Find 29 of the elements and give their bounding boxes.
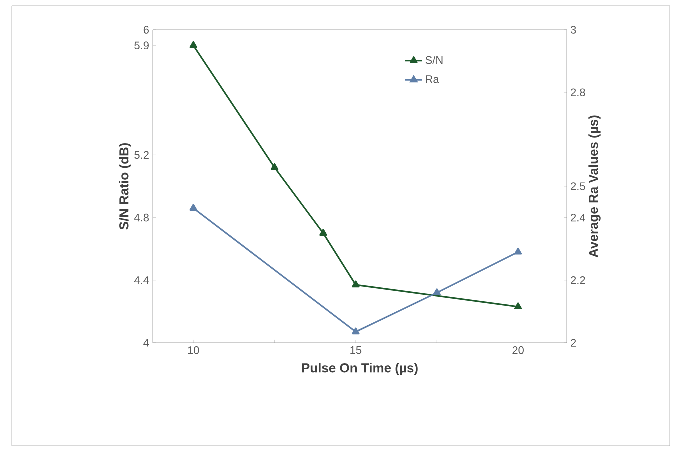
y2-tick-label: 3	[570, 26, 576, 34]
legend-label: S/N	[426, 56, 443, 64]
point	[190, 41, 198, 48]
x-tick-label: 10	[188, 346, 200, 354]
y2-tick-label: 2	[571, 339, 576, 347]
y-tick-label: 4.4	[134, 276, 150, 284]
y2-tick-label: 2.4	[571, 214, 586, 222]
y-tick-label: 4	[144, 339, 150, 347]
point	[514, 302, 522, 310]
y-tick-label: 5.9	[134, 42, 149, 50]
point	[270, 163, 279, 170]
point	[190, 204, 198, 211]
y2-tick-label: 2.5	[571, 182, 586, 190]
y-tick-label: 6	[144, 26, 149, 34]
y-tick-label: 5.2	[134, 151, 149, 160]
x-axis-title: Pulse On Time (µs)	[302, 363, 418, 376]
y-tick-label: 4.8	[134, 214, 149, 222]
legend-label: Ra	[426, 76, 440, 84]
y2-tick-label: 2.8	[571, 88, 586, 96]
point	[352, 328, 360, 335]
x-tick-label: 20	[512, 346, 524, 354]
y2-axis-title: Average Ra Values (µs)	[588, 116, 601, 258]
y-axis-title: S/N Ratio (dB)	[119, 143, 132, 230]
x-tick-label: 15	[350, 346, 362, 354]
point	[320, 229, 328, 236]
point	[352, 280, 360, 288]
point	[433, 288, 441, 296]
y2-tick-label: 2.2	[571, 276, 586, 284]
point	[514, 248, 522, 255]
